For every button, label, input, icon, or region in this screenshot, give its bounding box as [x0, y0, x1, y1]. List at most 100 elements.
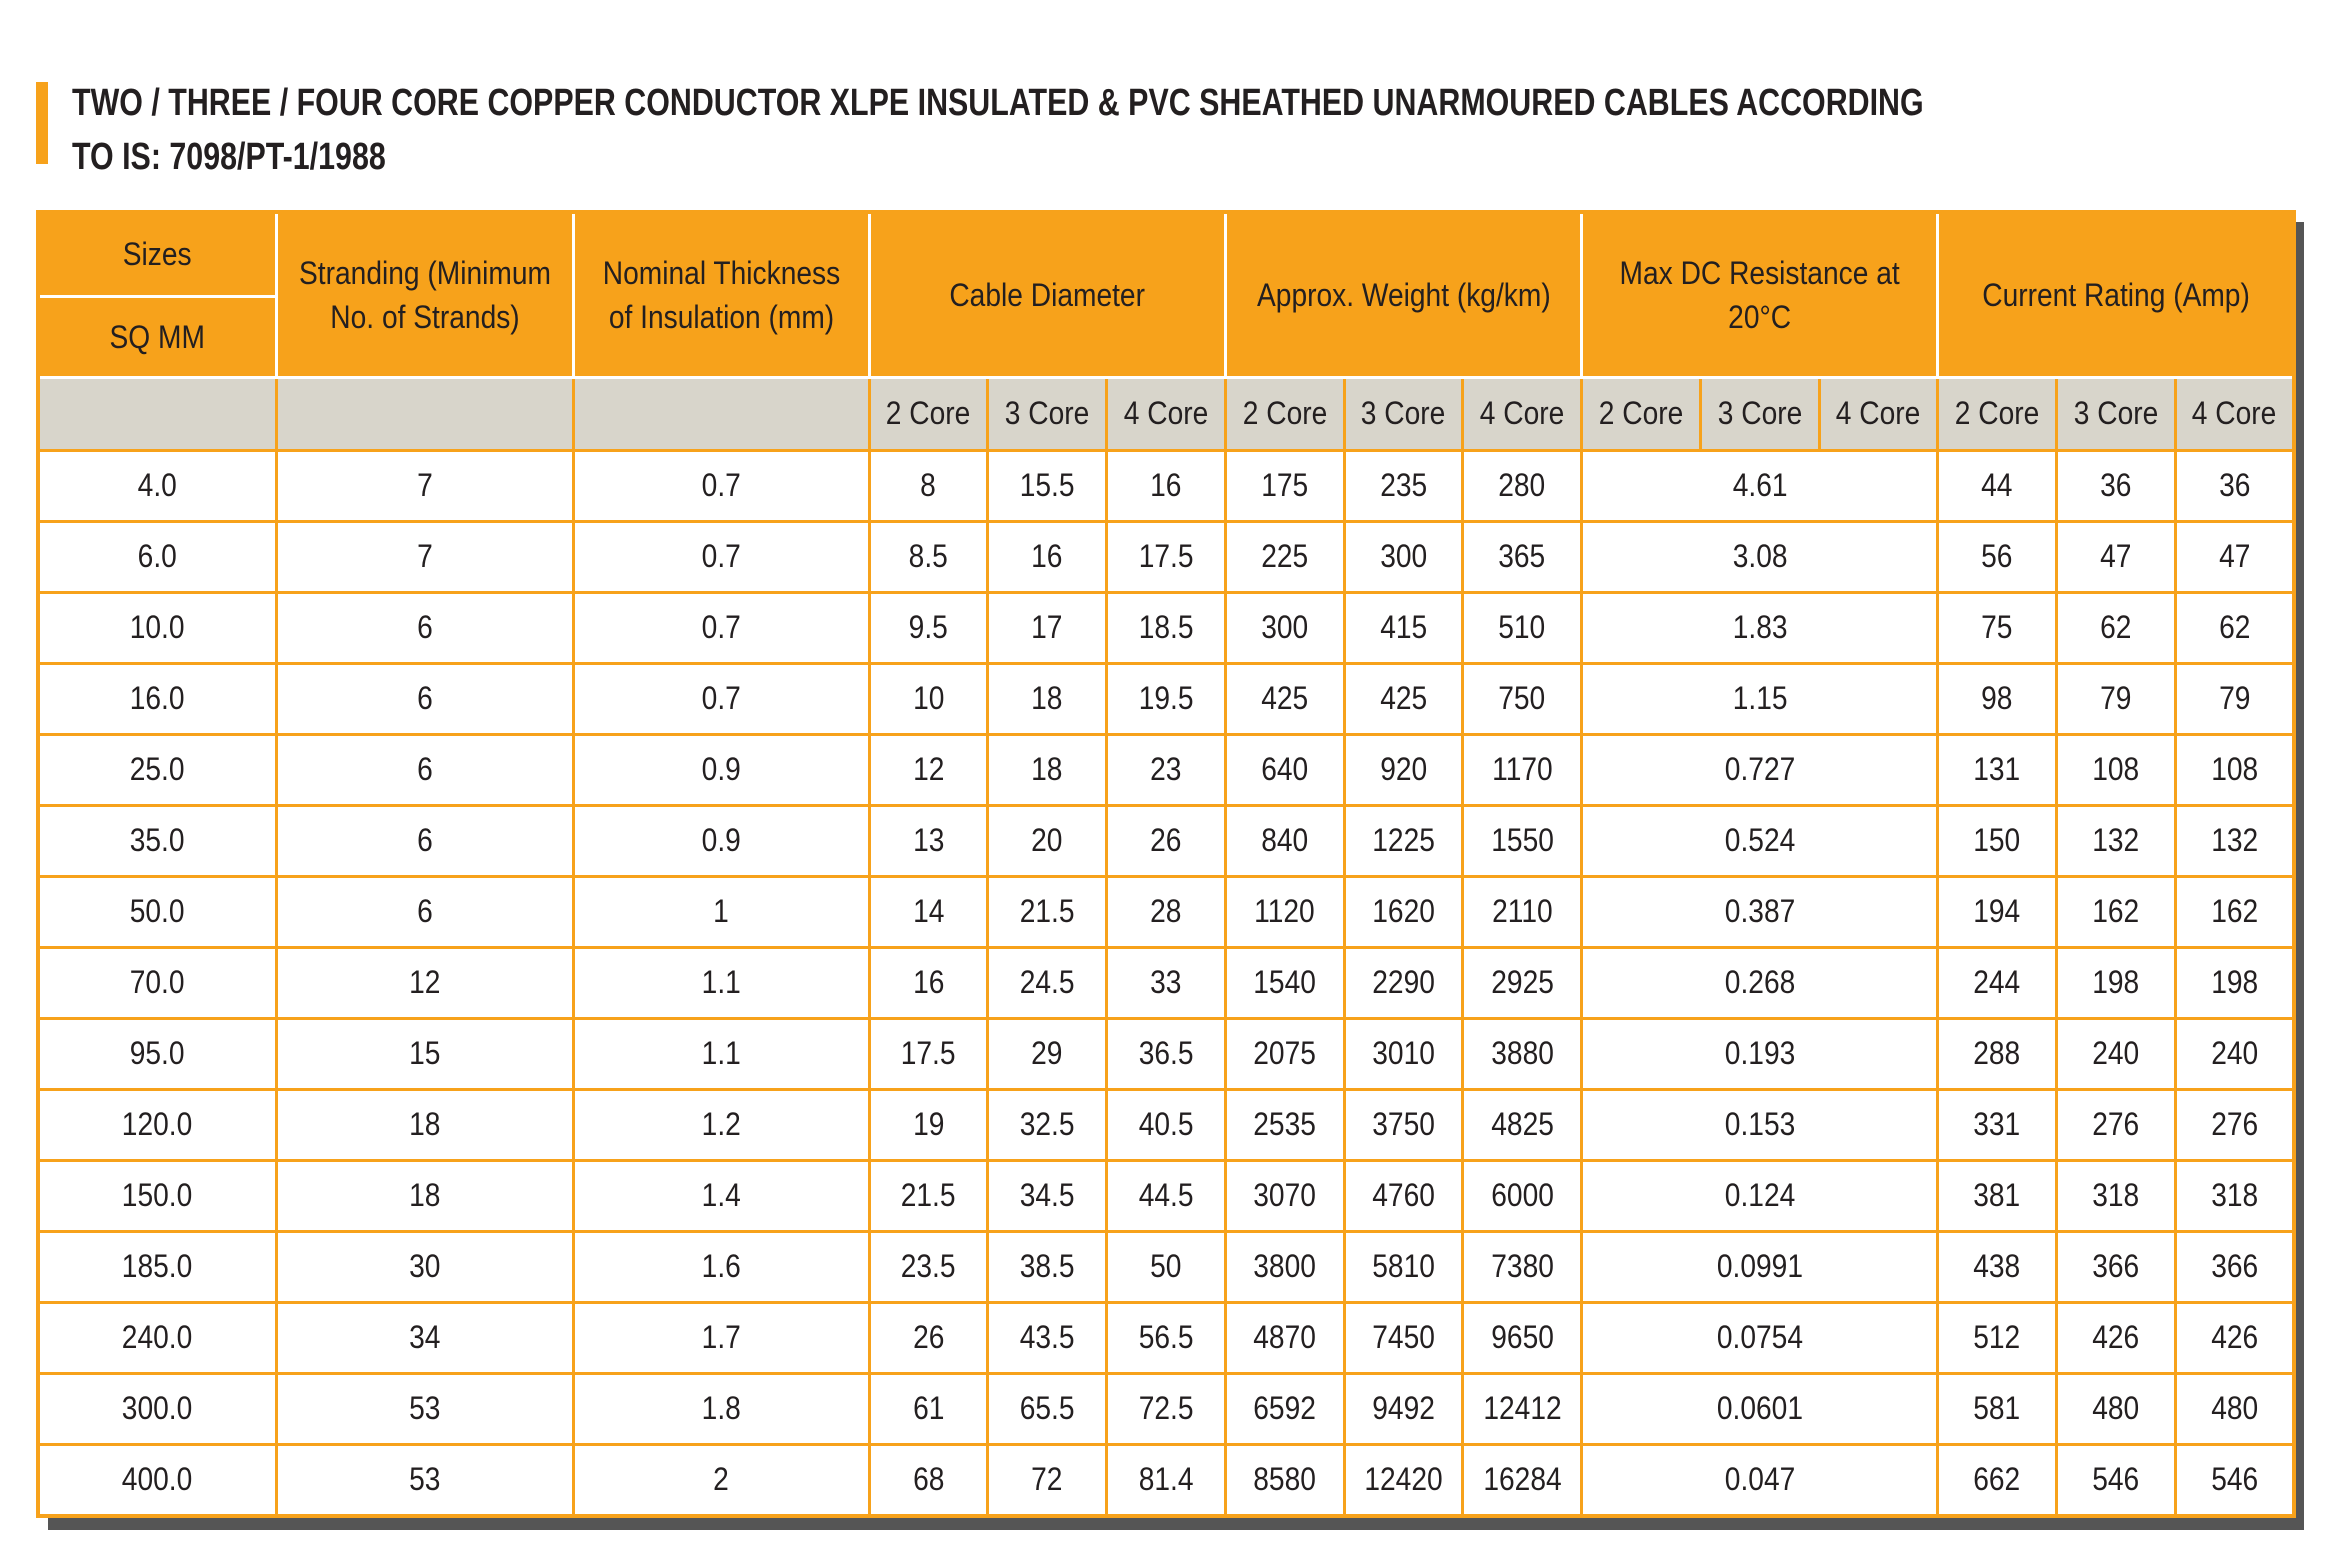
data-cell: 0.7	[571, 448, 871, 523]
cell-text: 175	[1261, 467, 1309, 503]
table-frame: Sizes Stranding (Minimum No. of Strands) N…	[36, 210, 2297, 1518]
cell-text: 331	[1973, 1106, 2021, 1142]
cell-text: SQ MM	[109, 318, 205, 355]
cell-text: 50.0	[129, 893, 185, 929]
cell-text: 17.5	[1138, 538, 1194, 574]
data-row: 150.0 18 1.4 21.5 34.5 44.5 3070 4760 6000 0.124 3…	[36, 1158, 2296, 1233]
data-cell: 2110	[1461, 874, 1584, 949]
cell-text: 6	[416, 751, 433, 787]
data-cell: 1.4	[571, 1158, 871, 1233]
cell-text: 0.0601	[1716, 1390, 1803, 1426]
cell-text: 2110	[1491, 893, 1553, 929]
data-cell: 6	[274, 732, 575, 807]
data-cell: 331	[1936, 1087, 2059, 1162]
data-cell: 12	[867, 732, 990, 807]
data-cell: 4870	[1223, 1300, 1346, 1375]
cell-text: 2535	[1253, 1106, 1316, 1142]
data-cell: 438	[1936, 1229, 2059, 1304]
data-cell: 38.5	[986, 1229, 1108, 1304]
data-cell: 3070	[1223, 1158, 1346, 1233]
cell-text: 400.0	[122, 1461, 193, 1497]
data-cell: 12	[274, 945, 575, 1020]
data-cell: 175	[1223, 448, 1346, 523]
cell-text: 38.5	[1019, 1248, 1075, 1284]
data-cell: 4.0	[36, 448, 278, 523]
cell-text: 53	[408, 1390, 441, 1426]
cell-text: 546	[2092, 1461, 2140, 1497]
subheader-cell: 4 Core	[1105, 375, 1227, 452]
cell-text: Max DC Resistance at 20°C	[1619, 254, 1900, 335]
data-cell: 8	[867, 448, 990, 523]
data-cell: 0.047	[1580, 1442, 1940, 1517]
data-cell: 318	[2173, 1158, 2296, 1233]
data-cell: 198	[2173, 945, 2296, 1020]
cell-text: 18	[1031, 680, 1063, 716]
cell-text: 17.5	[900, 1035, 956, 1071]
data-cell: 61	[867, 1371, 990, 1446]
data-cell: 35.0	[36, 803, 278, 878]
cell-text: 68	[912, 1461, 945, 1497]
cell-text: 366	[2210, 1248, 2258, 1284]
cell-text: 4.61	[1732, 467, 1788, 503]
cell-text: 79	[2100, 680, 2132, 716]
cell-text: Approx. Weight (kg/km)	[1256, 276, 1551, 313]
cell-text: 0.124	[1724, 1177, 1795, 1213]
cell-text: 546	[2210, 1461, 2258, 1497]
data-cell: 366	[2173, 1229, 2296, 1304]
data-cell: 26	[1105, 803, 1227, 878]
data-cell: 0.124	[1580, 1158, 1940, 1233]
cell-text: 276	[2210, 1106, 2258, 1142]
header-cell: SQ MM	[36, 294, 278, 379]
cell-text: 1.15	[1732, 680, 1788, 716]
cell-text: 6000	[1490, 1177, 1554, 1213]
data-cell: 43.5	[986, 1300, 1108, 1375]
cell-text: 4 Core	[1479, 395, 1565, 431]
data-cell: 32.5	[986, 1087, 1108, 1162]
cell-text: 20	[1031, 822, 1063, 858]
cell-text: 1.8	[701, 1390, 741, 1426]
data-cell: 8580	[1223, 1442, 1346, 1517]
subheader-cell: 2 Core	[1580, 375, 1702, 452]
cell-text: 18.5	[1138, 609, 1194, 645]
cell-text: 438	[1973, 1248, 2021, 1284]
cell-text: 19	[912, 1106, 945, 1142]
cell-text: 365	[1498, 538, 1546, 574]
data-cell: 18	[986, 732, 1108, 807]
cell-text: 162	[2092, 893, 2140, 929]
cell-text: 288	[1973, 1035, 2021, 1071]
cell-text: 4870	[1253, 1319, 1316, 1355]
data-cell: 244	[1936, 945, 2059, 1020]
cell-text: 0.047	[1724, 1461, 1795, 1497]
data-cell: 0.7	[571, 590, 871, 665]
data-cell: 280	[1461, 448, 1584, 523]
data-cell: 0.7	[571, 519, 871, 594]
data-cell: 2290	[1342, 945, 1465, 1020]
cell-text: 9.5	[908, 609, 948, 645]
data-cell: 16	[867, 945, 990, 1020]
cell-text: 194	[1973, 893, 2021, 929]
data-cell: 79	[2055, 661, 2177, 736]
cell-text: 3750	[1372, 1106, 1435, 1142]
cell-text: 0.9	[701, 751, 741, 787]
cell-text: 15	[408, 1035, 441, 1071]
data-cell: 16	[986, 519, 1108, 594]
cell-text: 840	[1261, 822, 1309, 858]
data-cell: 3.08	[1580, 519, 1940, 594]
cell-text: 1620	[1372, 893, 1435, 929]
cell-text: 235	[1379, 467, 1427, 503]
cell-text: 1.1	[701, 964, 741, 1000]
data-cell: 62	[2173, 590, 2296, 665]
cell-text: 120.0	[122, 1106, 193, 1142]
data-cell: 7	[274, 448, 575, 523]
cell-text: 0.193	[1724, 1035, 1795, 1071]
cell-text: 132	[2092, 822, 2140, 858]
data-cell: 20	[986, 803, 1108, 878]
cell-text: 33	[1150, 964, 1182, 1000]
cell-text: 2290	[1372, 964, 1435, 1000]
data-cell: 19	[867, 1087, 990, 1162]
data-cell: 0.9	[571, 803, 871, 878]
data-cell: 34	[274, 1300, 575, 1375]
data-cell: 65.5	[986, 1371, 1108, 1446]
cell-text: 1540	[1253, 964, 1316, 1000]
cell-text: 198	[2092, 964, 2140, 1000]
